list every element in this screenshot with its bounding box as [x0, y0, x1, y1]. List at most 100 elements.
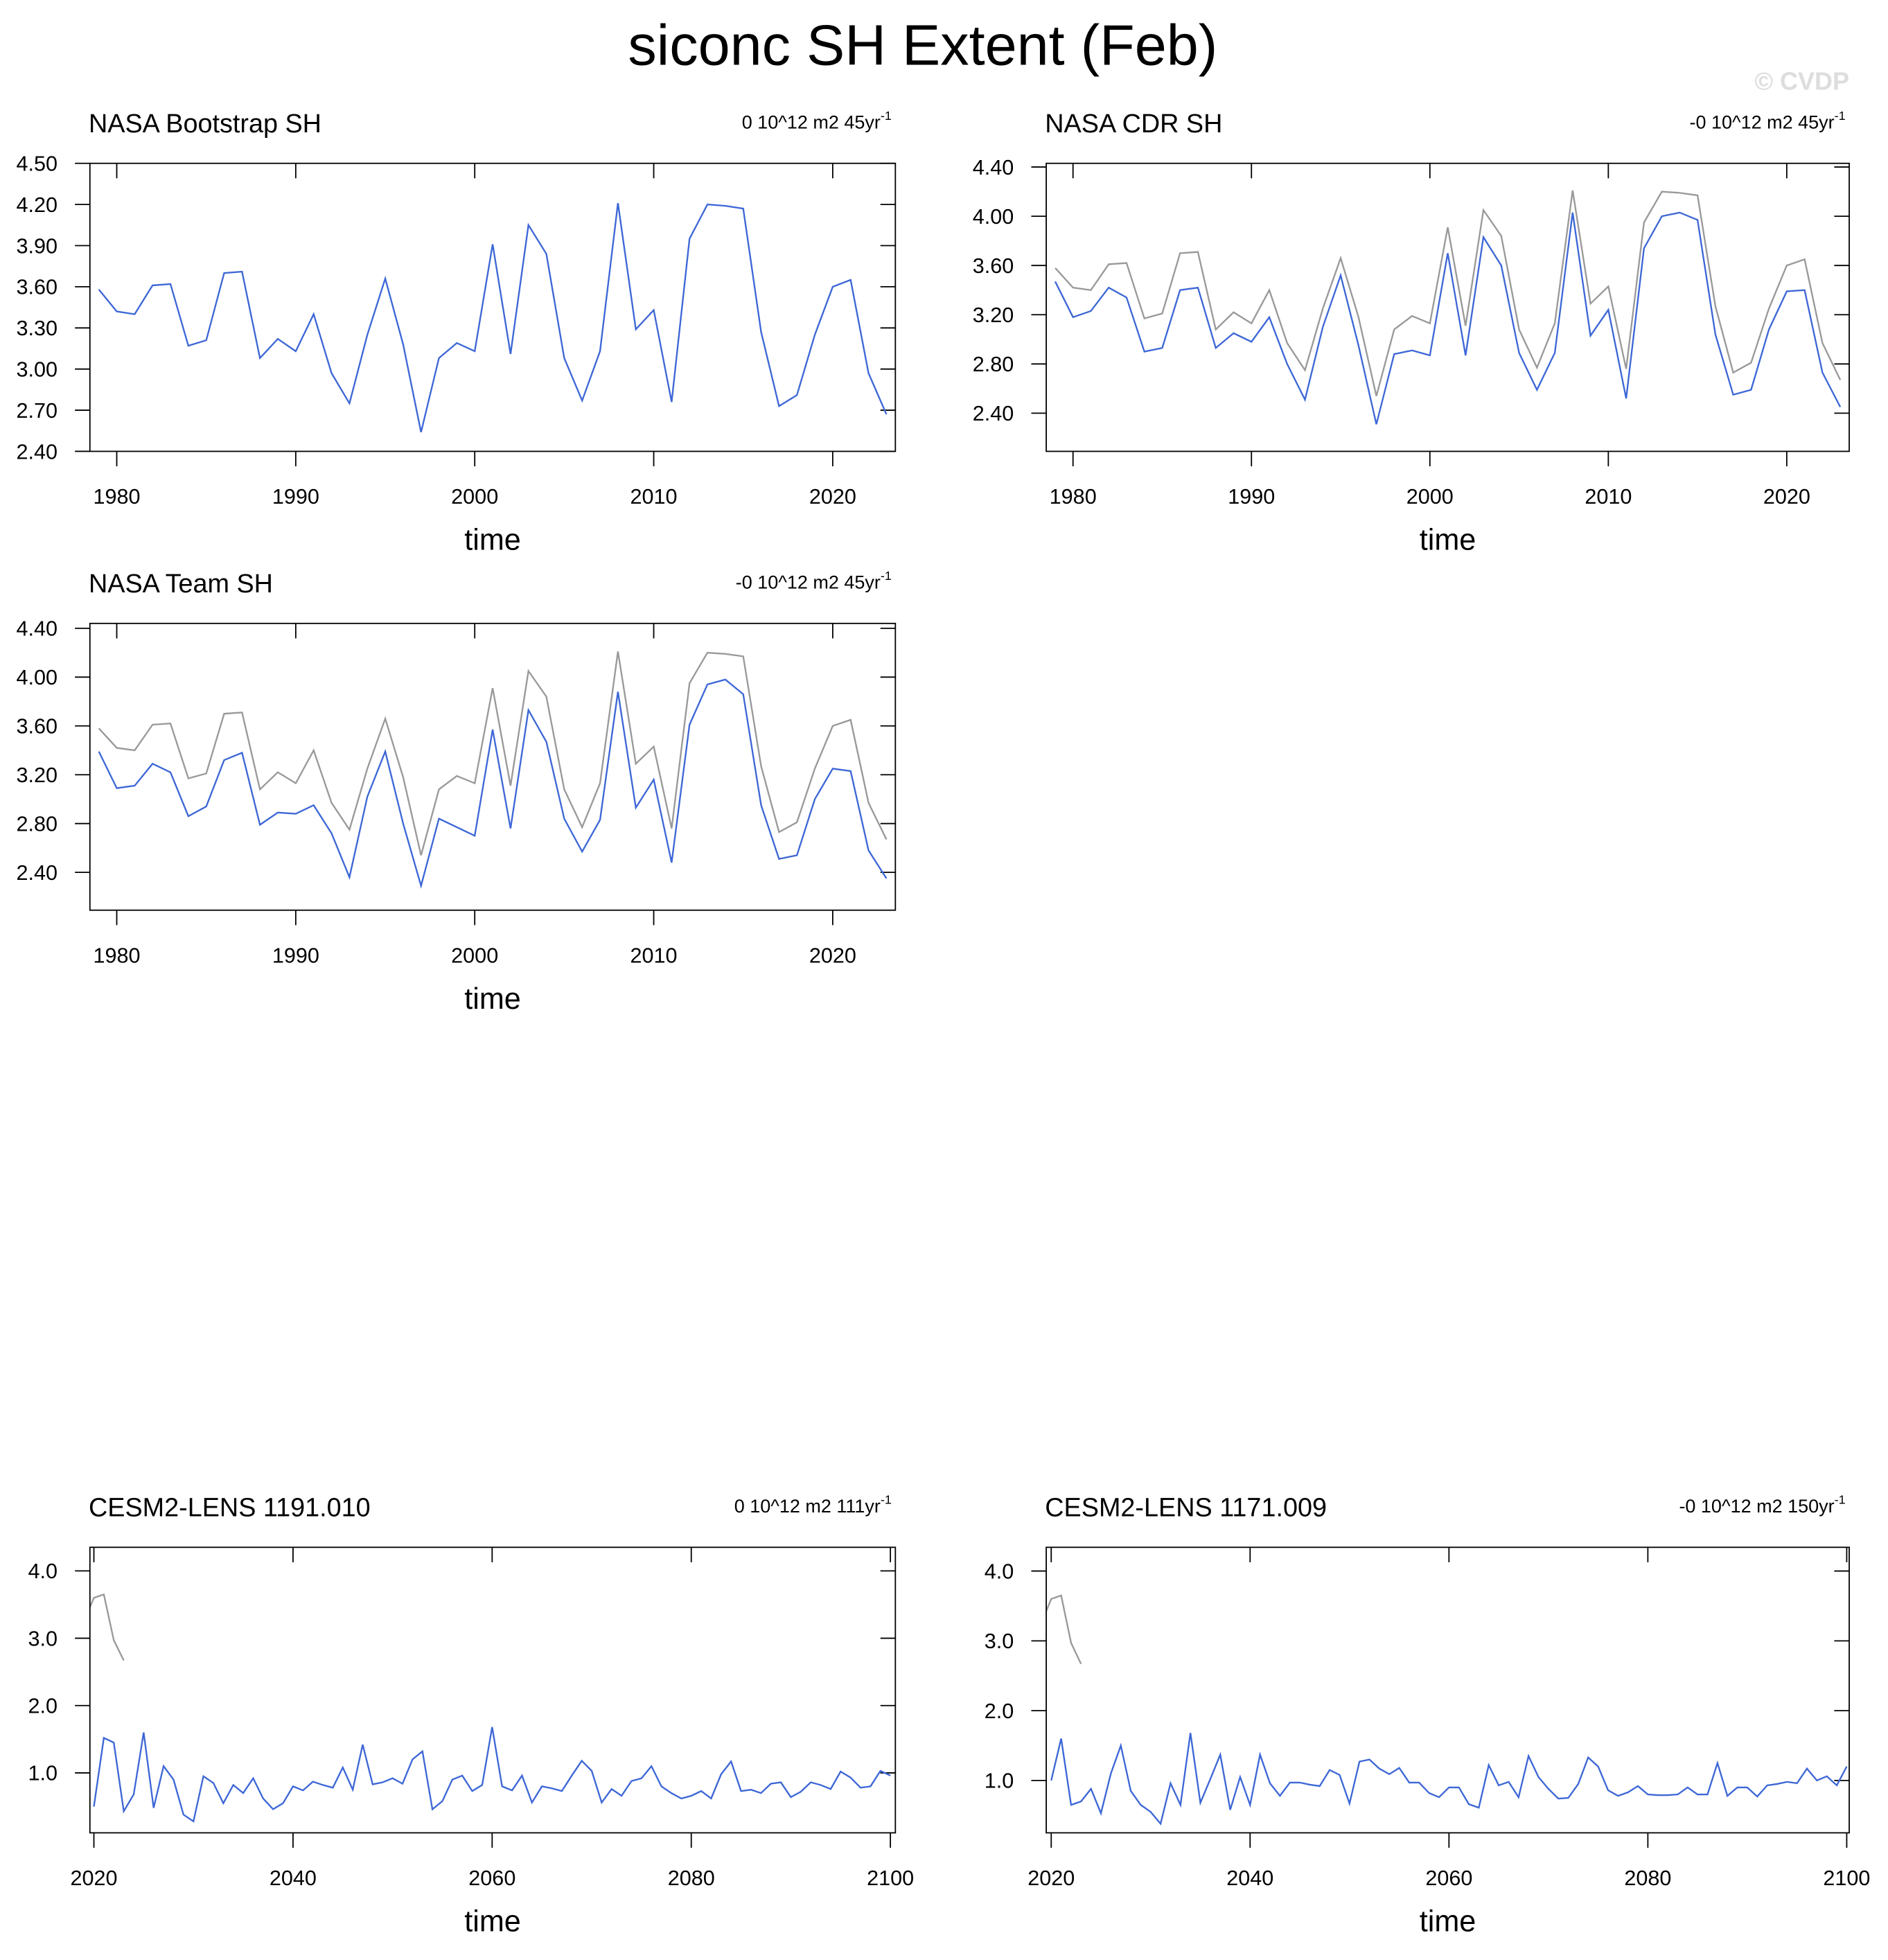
y-tick-label: 4.0: [28, 1560, 58, 1583]
x-tick-label: 2020: [809, 944, 856, 967]
trend-text: -0 10^12 m2 45yr: [736, 572, 881, 592]
plot-frame: [1046, 162, 1850, 452]
x-tick-label: 2100: [1823, 1866, 1870, 1890]
x-tick-label: 1980: [93, 944, 140, 967]
y-tick-label: 2.40: [973, 402, 1014, 425]
x-axis-label: time: [464, 524, 521, 557]
x-tick-label: 2100: [867, 1866, 914, 1890]
x-tick-label: 2040: [270, 1866, 317, 1890]
y-tick-label: 2.80: [16, 812, 58, 836]
trend-annotation: 0 10^12 m2 45yr-1: [742, 109, 892, 133]
data-line: [1054, 211, 1842, 425]
trend-annotation: -0 10^12 m2 150yr-1: [1679, 1492, 1845, 1517]
x-tick-label: 1980: [93, 485, 140, 509]
watermark: © CVDP: [1755, 67, 1850, 96]
y-tick-label: 2.40: [16, 861, 58, 885]
x-axis-label: time: [464, 1905, 521, 1939]
panel: NASA Team SH -0 10^12 m2 45yr-1 time 2.40 2.…: [16, 569, 897, 1016]
x-tick-label: 2080: [1624, 1866, 1671, 1890]
x-axis-label: time: [1420, 1905, 1476, 1939]
y-tick-label: 3.20: [16, 763, 58, 787]
y-tick-label: 2.0: [985, 1699, 1014, 1723]
x-tick-label: 2000: [451, 944, 498, 967]
y-tick-label: 3.60: [16, 276, 58, 299]
data-line: [98, 678, 888, 889]
panel: NASA Bootstrap SH 0 10^12 m2 45yr-1 time 2.…: [16, 109, 897, 557]
panel: CESM2-LENS 1191.010 0 10^12 m2 111yr-1 tim…: [28, 1492, 914, 1938]
y-tick-label: 4.0: [985, 1560, 1014, 1583]
plot-frame: [89, 162, 897, 452]
plot-frame: [89, 622, 897, 911]
y-tick-label: 3.00: [16, 357, 58, 381]
figure-title: siconc SH Extent (Feb): [628, 13, 1217, 78]
y-tick-label: 2.40: [16, 440, 58, 463]
y-tick-label: 2.80: [973, 353, 1014, 376]
trend-text: 0 10^12 m2 45yr: [742, 112, 881, 132]
panel: CESM2-LENS 1171.009 -0 10^12 m2 150yr-1 ti…: [985, 1492, 1871, 1938]
data-line: [1046, 1594, 1082, 1665]
y-tick-label: 1.0: [985, 1769, 1014, 1793]
x-tick-label: 2000: [1406, 485, 1454, 509]
y-tick-label: 3.90: [16, 234, 58, 258]
x-tick-label: 2020: [809, 485, 856, 509]
y-tick-label: 4.00: [16, 666, 58, 689]
trend-exponent: -1: [881, 1492, 892, 1506]
trend-text: -0 10^12 m2 45yr: [1689, 112, 1834, 132]
plot-frame: [89, 1546, 897, 1834]
x-tick-label: 2020: [1763, 485, 1810, 509]
y-tick-label: 3.30: [16, 317, 58, 340]
data-line: [98, 202, 888, 433]
data-line: [93, 1727, 891, 1823]
x-tick-label: 2010: [1585, 485, 1632, 509]
x-tick-label: 1990: [272, 944, 319, 967]
y-tick-label: 3.60: [16, 715, 58, 739]
panel-title: CESM2-LENS 1191.010: [89, 1493, 371, 1522]
y-tick-label: 4.00: [973, 205, 1014, 229]
x-axis-label: time: [1420, 524, 1476, 557]
trend-exponent: -1: [881, 109, 892, 123]
x-tick-label: 2040: [1226, 1866, 1273, 1890]
x-tick-label: 1990: [272, 485, 319, 509]
x-tick-label: 1990: [1228, 485, 1275, 509]
x-tick-label: 2080: [668, 1866, 715, 1890]
y-tick-label: 4.50: [16, 152, 58, 176]
x-tick-label: 2010: [630, 944, 678, 967]
data-line: [1055, 190, 1842, 396]
x-tick-label: 2020: [70, 1866, 117, 1890]
y-tick-label: 3.0: [985, 1630, 1014, 1653]
trend-text: 0 10^12 m2 111yr: [734, 1496, 881, 1517]
data-line: [98, 651, 888, 856]
panel-title: NASA Bootstrap SH: [89, 109, 321, 139]
trend-annotation: -0 10^12 m2 45yr-1: [736, 569, 892, 593]
x-tick-label: 2060: [468, 1866, 515, 1890]
x-axis-label: time: [464, 982, 521, 1016]
y-tick-label: 3.20: [973, 303, 1014, 327]
trend-text: -0 10^12 m2 150yr: [1679, 1496, 1834, 1517]
y-tick-label: 4.20: [16, 193, 58, 217]
trend-annotation: 0 10^12 m2 111yr-1: [734, 1492, 892, 1517]
y-tick-label: 3.60: [973, 254, 1014, 278]
trend-exponent: -1: [881, 569, 892, 583]
x-tick-label: 2020: [1027, 1866, 1075, 1890]
x-tick-label: 1980: [1050, 485, 1097, 509]
panel-title: NASA CDR SH: [1045, 109, 1222, 139]
panel: NASA CDR SH -0 10^12 m2 45yr-1 time 2.40 2.8…: [973, 109, 1850, 557]
x-tick-label: 2000: [451, 485, 498, 509]
trend-annotation: -0 10^12 m2 45yr-1: [1689, 109, 1845, 133]
data-line: [89, 1593, 125, 1661]
y-tick-label: 1.0: [28, 1762, 58, 1785]
x-tick-label: 2060: [1425, 1866, 1472, 1890]
y-tick-label: 2.70: [16, 399, 58, 423]
y-tick-label: 4.40: [16, 617, 58, 641]
trend-exponent: -1: [1835, 109, 1846, 123]
data-line: [1050, 1733, 1848, 1826]
trend-exponent: -1: [1835, 1492, 1846, 1506]
y-tick-label: 2.0: [28, 1695, 58, 1718]
plot-frame: [1046, 1546, 1850, 1834]
y-tick-label: 4.40: [973, 156, 1014, 179]
panel-title: NASA Team SH: [89, 570, 273, 599]
x-tick-label: 2010: [630, 485, 678, 509]
y-tick-label: 3.0: [28, 1627, 58, 1650]
